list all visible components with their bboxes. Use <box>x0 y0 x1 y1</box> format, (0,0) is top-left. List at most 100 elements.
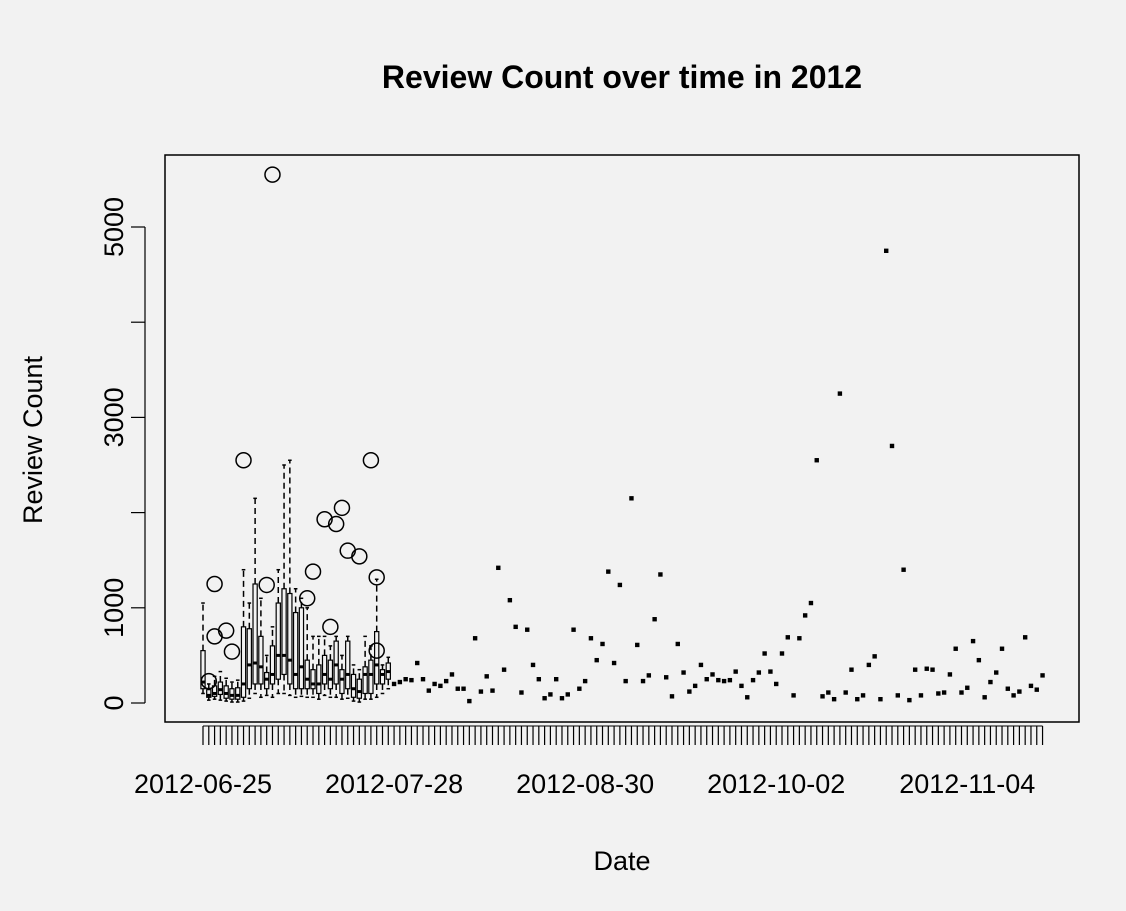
data-point <box>444 679 448 683</box>
box <box>236 688 240 699</box>
data-point <box>751 678 755 682</box>
data-point <box>884 249 888 253</box>
data-point <box>438 684 442 688</box>
data-point <box>809 601 813 605</box>
data-point <box>832 697 836 701</box>
data-point <box>687 689 691 693</box>
outlier-point <box>207 577 222 592</box>
data-point <box>566 692 570 696</box>
x-tick-label: 2012-11-04 <box>899 769 1035 799</box>
data-point <box>681 670 685 674</box>
data-point <box>652 617 656 621</box>
data-point <box>843 690 847 694</box>
y-axis-label: Review Count <box>18 355 48 524</box>
data-point <box>415 661 419 665</box>
data-point <box>490 688 494 692</box>
data-point <box>815 458 819 462</box>
data-point <box>820 694 824 698</box>
data-point <box>398 680 402 684</box>
data-point <box>803 613 807 617</box>
data-point <box>606 569 610 573</box>
box <box>270 646 274 684</box>
data-point <box>479 689 483 693</box>
data-point <box>589 636 593 640</box>
data-point <box>710 672 714 676</box>
data-point <box>1040 673 1044 677</box>
box <box>369 660 373 693</box>
x-tick-label: 2012-06-25 <box>134 769 272 799</box>
data-point <box>890 444 894 448</box>
box <box>294 613 298 689</box>
data-point <box>971 639 975 643</box>
outlier-point <box>265 167 280 182</box>
data-point <box>786 635 790 639</box>
data-point <box>699 663 703 667</box>
data-point <box>676 642 680 646</box>
data-point <box>600 642 604 646</box>
data-point <box>988 680 992 684</box>
data-point <box>855 697 859 701</box>
data-point <box>849 667 853 671</box>
data-point <box>728 678 732 682</box>
box <box>259 636 263 684</box>
data-point <box>954 647 958 651</box>
data-point <box>1006 687 1010 691</box>
data-point <box>409 678 413 682</box>
data-point <box>577 687 581 691</box>
x-tick-label: 2012-08-30 <box>516 769 654 799</box>
data-point <box>432 682 436 686</box>
box <box>276 603 280 679</box>
data-point <box>548 692 552 696</box>
data-point <box>456 687 460 691</box>
data-point <box>977 658 981 662</box>
data-point <box>705 677 709 681</box>
outlier-point <box>323 619 338 634</box>
y-tick-label: 5000 <box>99 197 129 257</box>
box <box>357 679 361 698</box>
box <box>346 641 350 689</box>
outlier-point <box>259 577 274 592</box>
box <box>322 655 326 684</box>
data-point <box>461 687 465 691</box>
box <box>311 670 315 689</box>
data-point <box>733 669 737 673</box>
data-point <box>791 693 795 697</box>
data-point <box>496 566 500 570</box>
x-axis: 2012-06-25 2012-07-28 2012-08-30 2012-10-02… <box>134 726 1043 799</box>
outlier-point <box>306 564 321 579</box>
box <box>317 665 321 694</box>
data-point <box>739 684 743 688</box>
data-point <box>421 677 425 681</box>
data-point <box>1011 693 1015 697</box>
data-point <box>1023 635 1027 639</box>
data-point <box>826 690 830 694</box>
data-point <box>508 598 512 602</box>
data-point <box>513 625 517 629</box>
data-point <box>473 636 477 640</box>
data-point <box>1000 647 1004 651</box>
outlier-point <box>363 453 378 468</box>
outlier-point <box>236 453 251 468</box>
data-point <box>861 693 865 697</box>
box <box>253 584 257 684</box>
data-point <box>403 677 407 681</box>
data-point <box>925 667 929 671</box>
data-point <box>485 674 489 678</box>
data-point <box>583 679 587 683</box>
data-point <box>670 694 674 698</box>
data-point <box>878 697 882 701</box>
data-point <box>901 568 905 572</box>
data-point <box>942 690 946 694</box>
outlier-point <box>207 629 222 644</box>
data-point <box>948 672 952 676</box>
outlier-point <box>219 623 234 638</box>
data-point <box>647 673 651 677</box>
y-axis: 0100030005000 <box>99 197 145 711</box>
data-point <box>994 670 998 674</box>
plot-layer <box>201 167 1045 703</box>
data-point <box>745 695 749 699</box>
data-point <box>1035 687 1039 691</box>
data-point <box>427 688 431 692</box>
